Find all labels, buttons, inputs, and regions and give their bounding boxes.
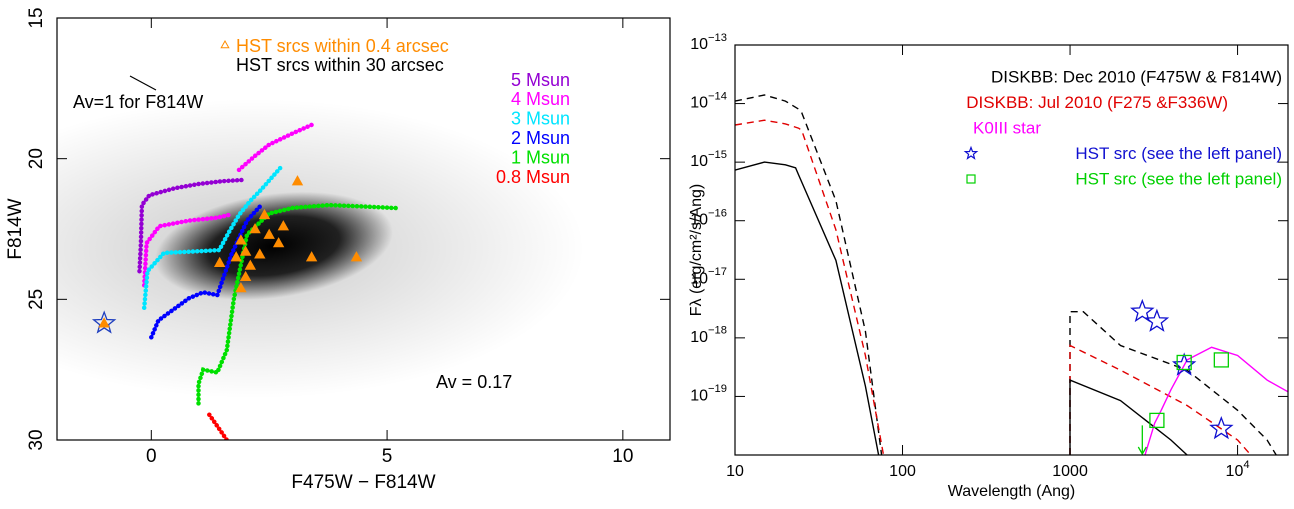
x-tick-label: 1000 [1052,463,1088,480]
source-marker [254,248,266,259]
legend-label: DISKBB: Dec 2010 (F475W & F814W) [991,67,1282,86]
source-marker [230,251,242,262]
x-tick-label: 104 [1226,459,1250,480]
model-curve [735,94,883,455]
y-tick-label: 30 [26,429,47,450]
x-tick-label: 100 [889,463,916,480]
annotation: Av=1 for F814W [73,92,203,112]
legend-label: DISKBB: Jul 2010 (F275 &F336W) [966,93,1228,112]
upper-limit-arrow [1137,425,1147,455]
mass-track [207,412,230,440]
y-tick-label: 10−19 [690,383,727,404]
mass-track [196,202,402,406]
mass-track [141,164,284,311]
mass-track [137,177,248,274]
legend-label: K0III star [973,118,1041,137]
flux-square [1176,354,1192,371]
reddening-vector [129,75,157,91]
x-tick-label: 5 [382,446,393,467]
track-label: 3 Msun [511,109,570,129]
source-marker [98,317,110,328]
highlight-star [91,310,117,334]
y-tick-label: 10−16 [690,207,727,228]
y-axis-label: Fλ (erg/cm²/s/Ang) [688,184,705,316]
source-marker [277,220,290,231]
model-curve [1069,311,1277,455]
flux-star [1209,415,1234,440]
source-marker [235,282,247,293]
legend-label: HST srcs within 0.4 arcsec [236,36,449,56]
source-marker [258,208,271,220]
flux-star [1130,298,1155,323]
plot-area [735,94,1288,455]
y-tick-label: 10−13 [690,32,727,53]
legend-marker [220,39,230,49]
source-marker [350,251,363,262]
x-tick-label: 10 [726,463,744,480]
model-curve [1144,346,1288,455]
legend-label: HST srcs within 30 arcsec [236,55,444,75]
plot-area [57,98,585,440]
legend-marker [966,174,976,184]
x-axis-label: Wavelength (Ang) [948,483,1075,500]
y-tick-label: 10−15 [690,149,727,170]
model-curve [1069,379,1188,455]
model-curve [1069,344,1252,455]
source-marker [239,245,252,256]
plot-frame [56,17,671,441]
flux-star [1144,308,1170,332]
plot-frame [734,44,1289,456]
track-label: 1 Msun [511,147,570,167]
y-tick-label: 10−17 [690,266,727,287]
model-curve [735,119,885,455]
source-marker [213,256,226,267]
source-marker [244,259,257,270]
x-tick-label: 10 [612,446,633,467]
annotation: Av = 0.17 [436,372,512,392]
mass-track [141,212,232,288]
y-tick-label: 25 [26,289,47,310]
source-marker [239,270,252,282]
track-label: 4 Msun [511,89,570,109]
flux-square [1149,412,1165,429]
flux-square [1213,352,1229,368]
legend-marker [963,145,979,160]
model-curve [735,161,880,455]
y-tick-label: 10−14 [690,90,727,111]
source-marker [263,228,275,239]
source-marker [235,234,247,245]
track-label: 2 Msun [511,128,570,148]
source-marker [249,223,261,234]
x-axis-label: F475W − F814W [291,472,435,493]
y-tick-label: 20 [26,148,47,169]
source-marker [305,251,318,262]
y-axis-label: F814W [5,198,26,259]
mass-track [149,202,264,340]
track-label: 5 Msun [511,70,570,90]
y-tick-label: 15 [26,7,47,28]
source-marker [291,175,304,186]
legend-label: HST src (see the left panel) [1075,169,1282,188]
mass-track [236,122,314,173]
x-tick-label: 0 [146,446,157,467]
y-tick-label: 10−18 [690,325,727,346]
source-marker [272,237,285,248]
track-label: 0.8 Msun [496,167,570,187]
legend-label: HST src (see the left panel) [1075,144,1282,163]
